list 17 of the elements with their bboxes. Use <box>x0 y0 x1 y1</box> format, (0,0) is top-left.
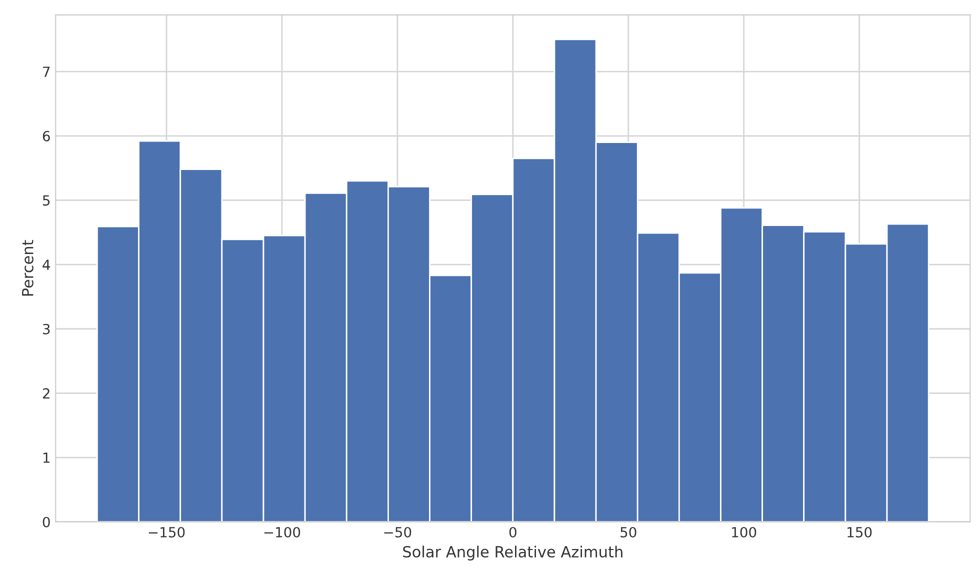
y-tick-label: 4 <box>42 260 50 270</box>
y-tick-label: 7 <box>43 66 50 77</box>
x-tick-label: −100 <box>264 526 300 538</box>
y-tick-label: 0 <box>42 516 50 528</box>
x-axis-title: Solar Angle Relative Azimuth <box>403 546 622 560</box>
x-tick-label: 0 <box>509 526 516 538</box>
y-tick-label: 5 <box>43 195 50 206</box>
x-tick-label: 50 <box>620 526 636 538</box>
x-tick-label: −150 <box>148 526 185 538</box>
x-tick-label: 150 <box>848 526 872 538</box>
x-tick-label: 100 <box>732 526 756 538</box>
y-tick-label: 1 <box>43 452 50 463</box>
y-tick-label: 6 <box>42 130 50 142</box>
y-tick-label: 2 <box>42 388 50 398</box>
y-axis-title: Percent <box>22 240 34 296</box>
x-tick-label: −50 <box>384 526 412 538</box>
y-tick-label: 3 <box>42 324 50 334</box>
